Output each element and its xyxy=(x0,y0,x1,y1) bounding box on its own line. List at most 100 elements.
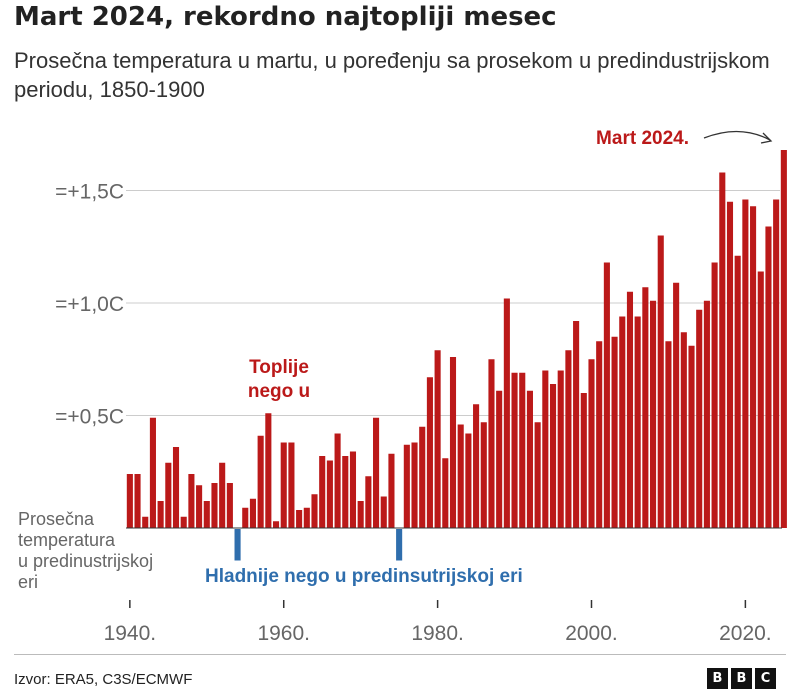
y-tick-label: =+0,5C xyxy=(55,406,124,429)
bar xyxy=(126,474,133,528)
bar xyxy=(626,291,634,528)
cooler-label: Hladnije nego u predinsutrijskoj eri xyxy=(205,566,523,587)
bar xyxy=(172,447,180,528)
bar xyxy=(211,483,218,528)
bar xyxy=(611,336,618,528)
bar xyxy=(519,372,526,528)
bar xyxy=(265,413,272,528)
bar xyxy=(342,456,349,528)
bar-chart: =+1,5C =+1,0C =+0,5C 1940. 1960. 1980. 2000. 2… xyxy=(18,128,787,645)
bar xyxy=(596,341,603,528)
bar xyxy=(719,172,726,528)
baseline-label-line: temperatura xyxy=(18,530,116,550)
bar xyxy=(526,390,533,528)
source-note: Izvor: ERA5, C3S/ECMWF xyxy=(14,671,193,688)
bar xyxy=(542,370,549,528)
bar xyxy=(380,496,387,528)
bar xyxy=(457,424,464,528)
warmer-label-line: Toplije xyxy=(249,357,309,378)
x-tick-label: 1940. xyxy=(104,622,157,645)
bar xyxy=(311,494,318,528)
bar xyxy=(665,341,672,528)
bar xyxy=(280,442,287,528)
bbc-logo-letter: B xyxy=(731,668,752,689)
bar xyxy=(234,529,241,561)
baseline-label-line: eri xyxy=(18,572,38,592)
bar xyxy=(688,345,695,528)
bar xyxy=(773,199,780,528)
bar xyxy=(326,460,333,528)
x-tick-label: 2020. xyxy=(719,622,772,645)
bar xyxy=(742,199,749,528)
bar xyxy=(473,404,480,528)
bar xyxy=(673,282,680,528)
bar xyxy=(426,377,433,528)
bar xyxy=(573,321,580,528)
bar xyxy=(465,433,472,528)
bar xyxy=(703,300,710,528)
bar xyxy=(419,426,426,528)
bar xyxy=(203,501,210,528)
y-tick-label: =+1,0C xyxy=(55,293,124,316)
bar xyxy=(603,262,610,528)
bar xyxy=(619,316,626,528)
chart-subtitle: Prosečna temperatura u martu, u poređenj… xyxy=(14,48,770,102)
footer-divider xyxy=(14,654,786,655)
bar xyxy=(565,350,572,528)
bar xyxy=(403,444,410,528)
bar xyxy=(165,462,172,528)
bar xyxy=(219,462,226,528)
bar xyxy=(373,417,380,528)
y-axis-ticks: =+1,5C =+1,0C =+0,5C xyxy=(55,181,124,429)
bar xyxy=(249,498,256,528)
bar xyxy=(149,417,156,528)
bar xyxy=(557,370,564,528)
bars xyxy=(126,150,787,561)
bar xyxy=(711,262,718,528)
bar xyxy=(503,298,510,528)
x-tick-label: 1980. xyxy=(411,622,464,645)
bar xyxy=(534,422,541,528)
bar xyxy=(757,271,764,528)
bar xyxy=(319,456,326,528)
bbc-logo: B B C xyxy=(707,668,776,689)
bar xyxy=(726,201,734,528)
bar xyxy=(196,485,203,528)
bbc-logo-letter: C xyxy=(755,668,776,689)
bar xyxy=(750,206,757,528)
arrow-head xyxy=(760,132,773,144)
highlight-arrow xyxy=(703,130,771,141)
bar xyxy=(549,384,557,528)
bar xyxy=(334,433,341,528)
baseline-label-line: u predinustrijskoj xyxy=(18,551,153,571)
bar xyxy=(588,359,595,528)
bar xyxy=(780,150,787,528)
bar xyxy=(449,357,457,528)
bar xyxy=(488,359,495,528)
bar xyxy=(288,442,295,528)
bar xyxy=(303,507,310,528)
baseline-label-line: Prosečna xyxy=(18,509,95,529)
bar xyxy=(272,521,280,528)
bar xyxy=(434,350,441,528)
bar xyxy=(134,474,141,528)
bar xyxy=(442,458,449,528)
x-axis-ticks: 1940. 1960. 1980. 2000. 2020. xyxy=(104,600,772,645)
bar xyxy=(496,390,503,528)
bar xyxy=(142,516,149,528)
bar xyxy=(388,453,395,528)
bar xyxy=(365,476,372,528)
bar xyxy=(257,435,264,528)
bar xyxy=(357,501,364,528)
bar xyxy=(511,372,518,528)
bar xyxy=(242,507,249,528)
bar xyxy=(226,483,233,528)
chart-title: Mart 2024, rekordno najtopliji mesec xyxy=(14,2,557,32)
bar xyxy=(642,287,649,528)
bar xyxy=(765,226,772,528)
bar xyxy=(296,510,303,528)
bar xyxy=(680,332,687,528)
bar xyxy=(734,255,741,528)
warmer-label-line: nego u xyxy=(248,381,310,402)
